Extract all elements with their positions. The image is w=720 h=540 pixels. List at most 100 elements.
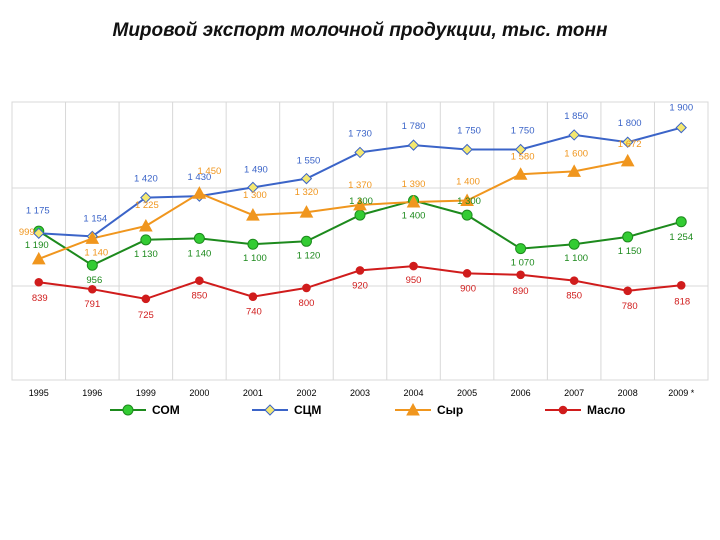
data-label-СОМ: 956 (86, 275, 102, 286)
data-label-Масло: 900 (460, 283, 476, 294)
data-point-Сыр (460, 193, 474, 207)
data-label-Сыр: 1 580 (511, 151, 535, 162)
data-label-Сыр: 1 400 (456, 177, 480, 188)
data-label-СОМ: 1 140 (187, 248, 211, 259)
x-tick-label: 2002 (296, 388, 316, 398)
data-label-СОМ: 1 100 (564, 253, 588, 264)
x-tick-label: 2007 (564, 388, 584, 398)
data-point-Сыр (299, 205, 314, 218)
data-point-Сыр (85, 231, 100, 244)
data-label-СЦМ: 1 420 (134, 174, 158, 185)
data-label-СЦМ: 1 800 (618, 118, 642, 129)
data-point-СОМ (675, 216, 687, 228)
data-point-Масло (462, 269, 472, 278)
data-label-Сыр: 1 600 (564, 148, 588, 159)
data-label-Масло: 818 (674, 296, 690, 307)
data-point-СОМ (622, 231, 634, 243)
x-tick-label: 1995 (29, 388, 49, 398)
data-label-СОМ: 1 400 (402, 211, 426, 222)
x-tick-label: 2009 * (668, 388, 695, 398)
data-point-Масло (248, 292, 258, 301)
data-label-Масло: 740 (246, 307, 262, 318)
data-label-СЦМ: 1 175 (26, 205, 50, 216)
chart-legend: СОМ СЦМ Сыр Масло (110, 402, 625, 417)
data-label-СЦМ: 1 730 (348, 128, 372, 139)
data-point-Масло (569, 276, 579, 285)
data-point-Масло (302, 283, 311, 293)
data-label-СЦМ: 1 750 (457, 126, 481, 137)
data-point-СЦМ (621, 136, 634, 148)
legend-label-СЦМ: СЦМ (294, 403, 321, 417)
data-point-СОМ (300, 235, 312, 247)
plot-frame (11, 101, 709, 381)
data-label-СЦМ: 1 154 (83, 213, 107, 224)
data-label-СЦМ: 1 850 (564, 111, 588, 122)
x-tick-label: 2008 (618, 388, 638, 398)
data-point-Масло (195, 276, 204, 285)
data-label-Сыр: 1 300 (243, 190, 267, 201)
x-tick-label: 2000 (189, 388, 209, 398)
data-point-СОМ (515, 243, 527, 255)
data-label-СОМ: 1 300 (349, 196, 373, 207)
data-label-Сыр: 1 672 (618, 139, 642, 150)
data-point-Сыр (567, 164, 581, 177)
data-point-СЦМ (407, 139, 420, 151)
data-label-Масло: 850 (566, 291, 582, 302)
data-label-СОМ: 1 120 (297, 250, 321, 261)
data-point-СЦМ (461, 143, 473, 156)
data-point-СОМ (247, 238, 259, 250)
data-label-СОМ: 1 130 (134, 249, 158, 260)
data-point-Сыр (620, 153, 635, 167)
data-point-СЦМ (247, 181, 259, 194)
data-label-СЦМ: 1 430 (187, 172, 211, 183)
data-point-СЦМ (300, 172, 313, 185)
data-point-Масло (409, 261, 418, 271)
x-axis-ticks: 1995 1996 1999 2000 2001 2002 2003 2004 2005 2006… (29, 388, 695, 398)
data-label-Сыр: 1 320 (295, 187, 319, 198)
data-point-Масло (34, 277, 44, 287)
data-label-Сыр: 1 390 (402, 179, 426, 190)
data-point-Масло (516, 270, 525, 280)
data-point-СЦМ (354, 146, 366, 159)
series-line-Сыр (38, 159, 628, 260)
series-markers (31, 121, 687, 304)
data-label-СЦМ: 1 490 (244, 164, 268, 175)
data-label-Масло: 839 (32, 293, 48, 304)
data-point-Сыр (139, 218, 153, 232)
data-label-Масло: 950 (406, 275, 422, 286)
data-point-СОМ (140, 234, 152, 246)
x-tick-label: 2005 (457, 388, 477, 398)
data-label-Сыр: 1 140 (84, 247, 108, 258)
data-point-Масло (355, 266, 365, 275)
legend-label-Масло: Масло (587, 403, 625, 417)
legend-marker-Масло (558, 405, 568, 415)
legend-label-Сыр: Сыр (437, 403, 463, 417)
data-point-Сыр (513, 167, 528, 180)
data-label-СОМ: 1 254 (669, 232, 693, 243)
data-label-Масло: 791 (84, 299, 100, 310)
data-point-СЦМ (514, 143, 527, 156)
x-tick-label: 2001 (243, 388, 263, 398)
data-label-Сыр: 1 450 (197, 166, 221, 177)
data-point-Масло (88, 284, 97, 294)
data-point-СОМ (568, 238, 580, 250)
data-label-Сыр: 999 (19, 227, 35, 238)
data-label-СОМ: 1 070 (511, 258, 535, 269)
data-point-СЦМ (568, 129, 580, 141)
chart-title: Мировой экспорт молочной продукции, тыс.… (112, 20, 608, 41)
data-point-СОМ (461, 209, 473, 221)
data-point-СЦМ (140, 191, 152, 204)
data-point-СЦМ (675, 121, 687, 134)
data-label-Сыр: 1 370 (348, 180, 372, 191)
data-label-Масло: 850 (191, 291, 207, 302)
x-tick-label: 1996 (82, 388, 102, 398)
legend-marker-СОМ (122, 404, 134, 416)
data-point-Масло (676, 281, 686, 290)
legend-marker-Сыр (406, 402, 420, 416)
data-label-Масло: 890 (513, 286, 529, 297)
x-tick-label: 2004 (404, 388, 424, 398)
data-label-Сыр: 1 225 (135, 200, 159, 211)
data-label-СОМ: 1 100 (243, 253, 267, 264)
data-point-Сыр (246, 208, 260, 221)
